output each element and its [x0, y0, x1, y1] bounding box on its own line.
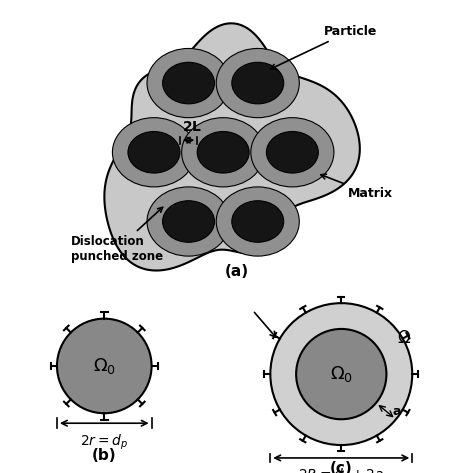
Circle shape — [296, 329, 386, 419]
Text: $\mathbf{2L}$: $\mathbf{2L}$ — [182, 120, 202, 134]
Ellipse shape — [216, 48, 299, 118]
Text: $2r=d_p$: $2r=d_p$ — [80, 433, 128, 453]
Polygon shape — [104, 23, 360, 271]
Ellipse shape — [128, 131, 180, 173]
Ellipse shape — [112, 118, 195, 187]
Circle shape — [270, 303, 412, 445]
Text: (b): (b) — [92, 448, 117, 463]
Ellipse shape — [182, 118, 264, 187]
Ellipse shape — [251, 118, 334, 187]
Text: Matrix: Matrix — [321, 174, 393, 200]
Text: $\Omega$: $\Omega$ — [397, 329, 410, 347]
Text: (c): (c) — [330, 461, 353, 473]
Ellipse shape — [197, 131, 249, 173]
Text: $\Omega_0$: $\Omega_0$ — [93, 356, 116, 376]
Ellipse shape — [163, 62, 215, 104]
Text: Particle: Particle — [271, 25, 377, 69]
Ellipse shape — [232, 62, 284, 104]
Text: Dislocation
punched zone: Dislocation punched zone — [71, 207, 163, 263]
Text: (a): (a) — [225, 263, 249, 279]
Ellipse shape — [147, 48, 230, 118]
Ellipse shape — [266, 131, 319, 173]
Circle shape — [57, 319, 152, 413]
Ellipse shape — [216, 187, 299, 256]
Text: a: a — [392, 404, 401, 418]
Ellipse shape — [147, 187, 230, 256]
Ellipse shape — [232, 201, 284, 242]
Text: $2R=d_p+2a$: $2R=d_p+2a$ — [298, 466, 384, 473]
Ellipse shape — [163, 201, 215, 242]
Text: $\Omega_0$: $\Omega_0$ — [330, 364, 353, 384]
